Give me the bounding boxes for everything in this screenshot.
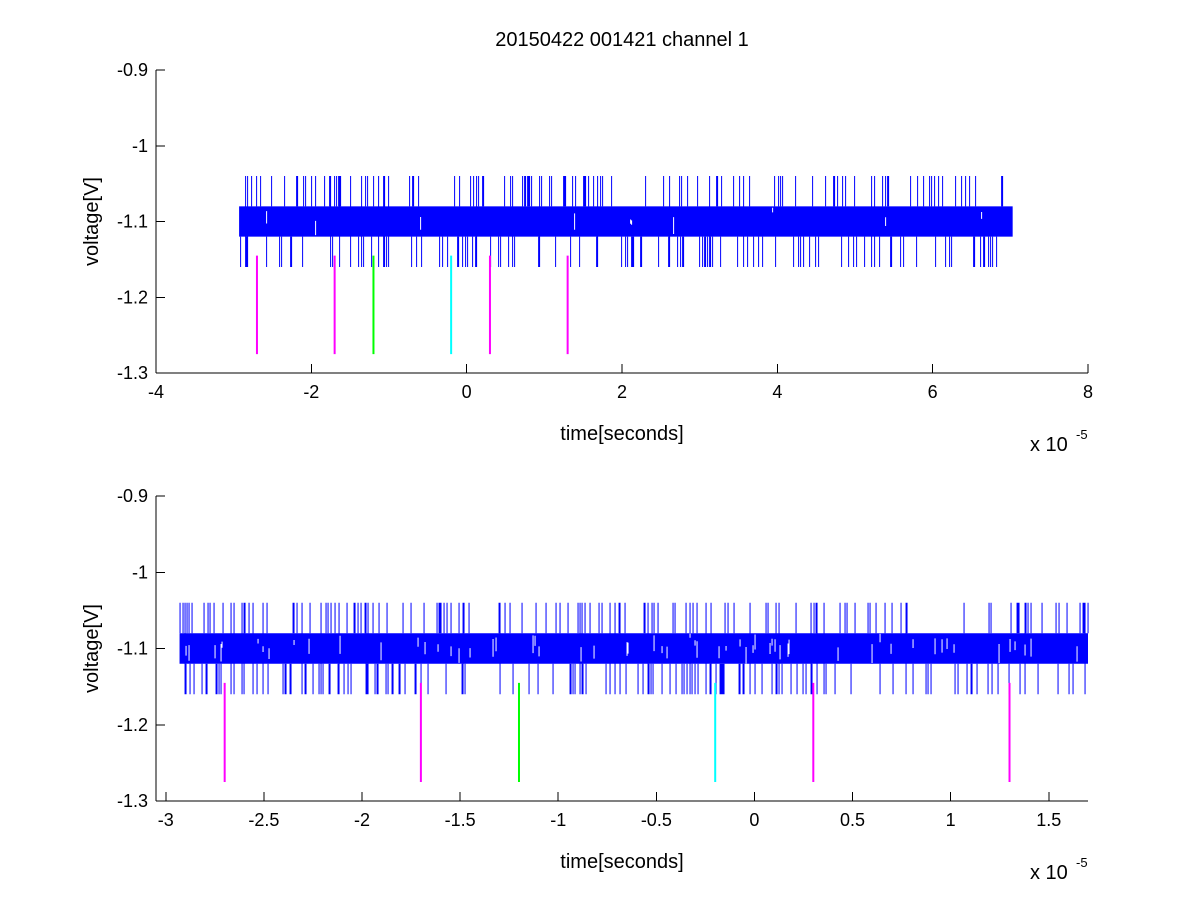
series-signal xyxy=(239,176,1013,267)
y-tick-label: -1.3 xyxy=(117,791,148,811)
x-tick-label: 4 xyxy=(772,382,782,402)
y-tick-label: -1.2 xyxy=(117,715,148,735)
series-signal xyxy=(179,602,1089,695)
x-tick-label: -0.5 xyxy=(641,810,672,830)
signal-band xyxy=(179,633,1088,664)
y-axis-label: voltage[V] xyxy=(81,604,103,693)
x-multiplier-label: x 10 xyxy=(1030,862,1068,884)
y-tick-label: -1 xyxy=(132,136,148,156)
y-tick-label: -1.1 xyxy=(117,639,148,659)
signal-spikes xyxy=(179,602,1089,695)
y-tick-label: -0.9 xyxy=(117,486,148,506)
x-tick-label: -1 xyxy=(550,810,566,830)
y-tick-label: -1 xyxy=(132,562,148,582)
x-multiplier-exponent: -5 xyxy=(1076,855,1088,870)
x-tick-label: 2 xyxy=(617,382,627,402)
y-tick-label: -1.2 xyxy=(117,287,148,307)
x-tick-label: -2 xyxy=(303,382,319,402)
x-axis-label: time[seconds] xyxy=(560,423,683,445)
x-tick-label: -1.5 xyxy=(445,810,476,830)
y-tick-label: -1.1 xyxy=(117,212,148,232)
x-tick-label: 0 xyxy=(462,382,472,402)
y-axis-label: voltage[V] xyxy=(81,177,103,266)
x-tick-label: -4 xyxy=(148,382,164,402)
x-axis-label: time[seconds] xyxy=(560,851,683,873)
x-tick-label: 8 xyxy=(1083,382,1093,402)
x-tick-label: -2 xyxy=(354,810,370,830)
figure-title: 20150422 001421 channel 1 xyxy=(495,29,749,51)
x-tick-label: 0 xyxy=(749,810,759,830)
signal-gaps xyxy=(266,207,983,236)
x-tick-label: -3 xyxy=(158,810,174,830)
y-tick-label: -0.9 xyxy=(117,60,148,80)
x-tick-label: -2.5 xyxy=(248,810,279,830)
signal-band xyxy=(239,206,1013,237)
x-tick-label: 6 xyxy=(928,382,938,402)
plot-top: -4 -2 0 2 4 6 8 -1.3 -1.2 -1.1 -1 -0.9 time[seconds]… xyxy=(81,60,1093,456)
x-multiplier-label: x 10 xyxy=(1030,434,1068,456)
plot-bottom: -3 -2.5 -2 -1.5 -1 -0.5 0 0.5 1 1.5 -1.3 -1.2 -1.1 -1… xyxy=(81,486,1089,884)
signal-spikes xyxy=(240,176,1004,267)
x-tick-label: 1 xyxy=(946,810,956,830)
y-tick-label: -1.3 xyxy=(117,363,148,383)
x-tick-label: 0.5 xyxy=(840,810,865,830)
x-multiplier-exponent: -5 xyxy=(1076,427,1088,442)
signal-gaps xyxy=(185,633,1078,664)
x-tick-label: 1.5 xyxy=(1036,810,1061,830)
